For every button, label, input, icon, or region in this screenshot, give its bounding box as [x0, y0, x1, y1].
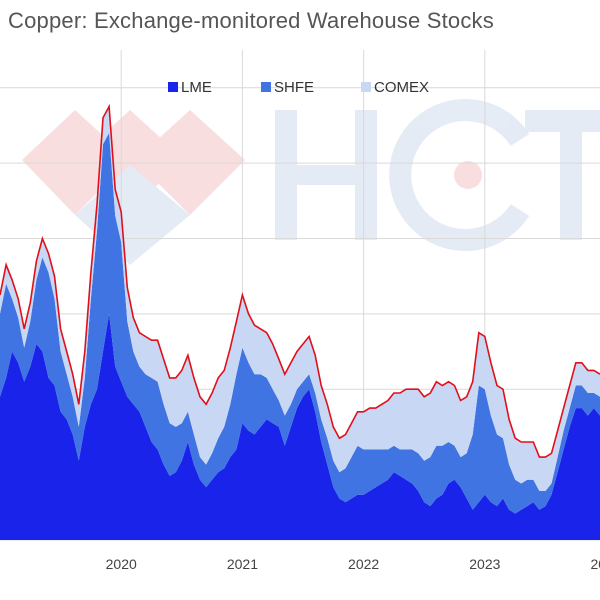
x-tick-label: 2024 [590, 556, 600, 572]
watermark-letter-c-dot [454, 161, 482, 189]
x-tick-label: 2022 [348, 556, 379, 572]
watermark-letter-t-stem [560, 110, 582, 240]
legend: LME SHFE COMEX [168, 79, 429, 96]
legend-swatch-shfe [261, 82, 271, 92]
area-layer [0, 103, 600, 540]
watermark-letter-h-bar [275, 165, 377, 185]
legend-label-comex: COMEX [374, 79, 429, 96]
legend-swatch-comex [361, 82, 371, 92]
watermark-letter-h-left [275, 110, 297, 240]
area-series-comex [0, 106, 600, 491]
watermark-letter-t-top [525, 110, 600, 132]
total-stocks-line [0, 103, 600, 458]
x-tick-label: 2021 [227, 556, 258, 572]
x-tick-label: 2023 [469, 556, 500, 572]
legend-label-shfe: SHFE [274, 79, 314, 96]
area-series-lme [0, 313, 600, 540]
legend-label-lme: LME [181, 79, 212, 96]
area-series-shfe [0, 132, 600, 514]
watermark-diamond-right [135, 110, 245, 215]
x-axis: 2020 2021 2022 2023 2024 [106, 556, 600, 572]
legend-swatch-lme [168, 82, 178, 92]
watermark-letter-h-right [355, 110, 377, 240]
chart-title: Copper: Exchange-monitored Warehouse Sto… [8, 8, 494, 33]
x-tick-label: 2020 [106, 556, 137, 572]
